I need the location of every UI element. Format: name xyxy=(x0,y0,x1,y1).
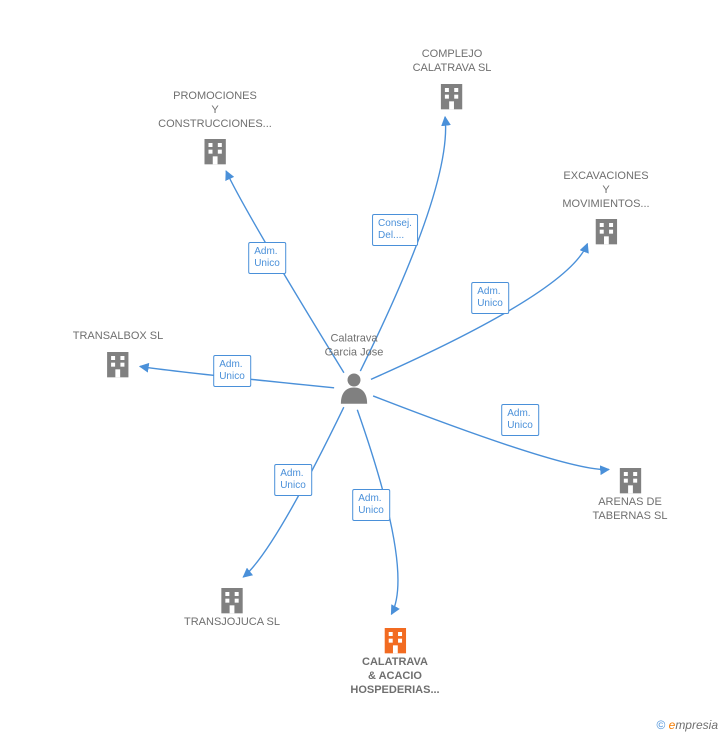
building-icon xyxy=(590,215,622,247)
node-excavaciones: EXCAVACIONES Y MOVIMIENTOS... xyxy=(562,170,649,247)
node-promociones: PROMOCIONES Y CONSTRUCCIONES... xyxy=(158,90,272,167)
brand-rest: mpresia xyxy=(675,718,718,732)
center-node-label: Calatrava Garcia Jose xyxy=(325,333,384,361)
node-label: TRANSJOJUCA SL xyxy=(184,616,280,630)
node-label: EXCAVACIONES Y MOVIMIENTOS... xyxy=(562,170,649,211)
edge-label: Adm. Unico xyxy=(471,282,509,314)
node-complejo: COMPLEJO CALATRAVA SL xyxy=(413,48,492,112)
copyright: © empresia xyxy=(656,718,718,732)
edge-label: Adm. Unico xyxy=(274,464,312,496)
edge-label: Consej. Del.... xyxy=(372,214,418,246)
building-icon xyxy=(102,348,134,380)
node-transjojuca: TRANSJOJUCA SL xyxy=(184,580,280,630)
building-icon xyxy=(199,135,231,167)
edge-label: Adm. Unico xyxy=(352,489,390,521)
building-icon xyxy=(379,624,411,656)
node-label: CALATRAVA & ACACIO HOSPEDERIAS... xyxy=(350,656,439,697)
node-label: TRANSALBOX SL xyxy=(73,330,163,344)
node-calatrava-acacio: CALATRAVA & ACACIO HOSPEDERIAS... xyxy=(350,620,439,697)
copyright-symbol: © xyxy=(656,718,665,732)
edge-label: Adm. Unico xyxy=(248,242,286,274)
person-icon xyxy=(339,371,369,410)
edge-label: Adm. Unico xyxy=(501,404,539,436)
node-label: PROMOCIONES Y CONSTRUCCIONES... xyxy=(158,90,272,131)
node-label: ARENAS DE TABERNAS SL xyxy=(593,496,668,524)
building-icon xyxy=(216,584,248,616)
node-arenas: ARENAS DE TABERNAS SL xyxy=(593,460,668,524)
edge-label: Adm. Unico xyxy=(213,355,251,387)
building-icon xyxy=(614,464,646,496)
network-diagram: { "canvas": { "width": 728, "height": 74… xyxy=(0,0,728,740)
node-transalbox: TRANSALBOX SL xyxy=(73,330,163,380)
node-label: COMPLEJO CALATRAVA SL xyxy=(413,48,492,76)
building-icon xyxy=(436,80,468,112)
